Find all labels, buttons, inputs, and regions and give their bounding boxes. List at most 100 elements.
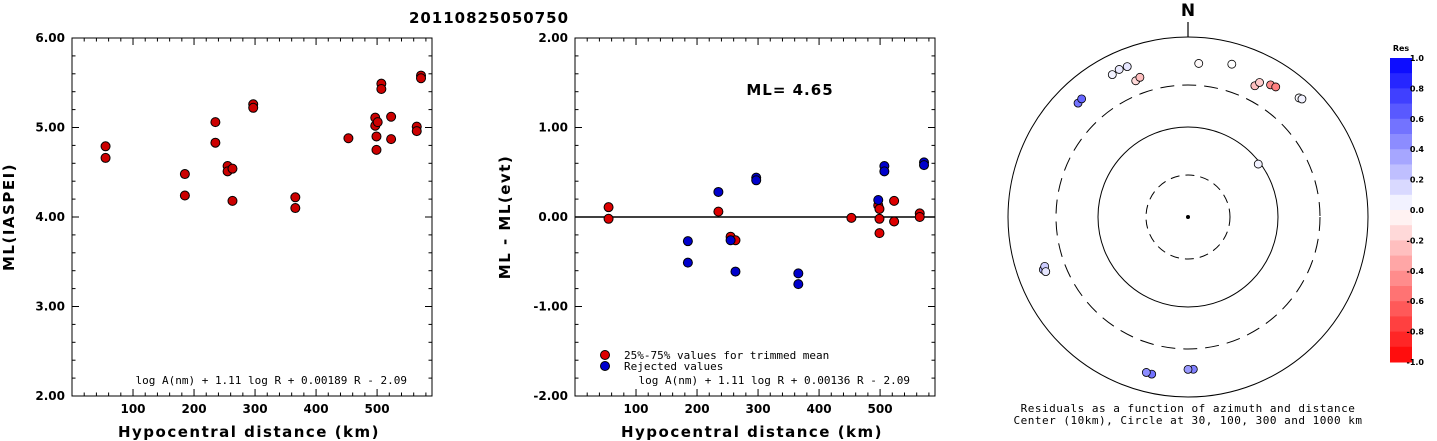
data-point [793, 268, 804, 279]
data-point [371, 131, 382, 142]
x-tick-label: 200 [182, 402, 207, 416]
plot2-ticks: 100 200 300 400 500 -2.00 -1.00 0.00 1.00 2.00 [533, 31, 935, 416]
data-point [290, 203, 301, 214]
colorbar-label: 0.2 [1410, 176, 1424, 185]
figure-title: 20110825050750 [409, 9, 569, 27]
plot2-xlabel: Hypocentral distance (km) [621, 423, 883, 441]
station-point [1114, 65, 1124, 74]
data-point [227, 195, 238, 206]
colorbar-label: 0.6 [1410, 115, 1425, 124]
data-point [248, 102, 259, 113]
y-tick-label: 0.00 [538, 210, 568, 224]
colorbar-label: 1.0 [1410, 54, 1425, 63]
x-tick-label: 300 [243, 402, 268, 416]
ring-300km [1055, 84, 1321, 350]
colorbar-cell [1390, 270, 1412, 287]
colorbar-cell [1390, 149, 1412, 165]
colorbar-cell [1390, 286, 1412, 302]
data-point [411, 126, 422, 137]
x-tick-label: 200 [685, 402, 710, 416]
colorbar-label: 0.4 [1410, 145, 1425, 154]
data-point [889, 195, 900, 206]
data-point [386, 134, 397, 145]
data-point [210, 137, 221, 148]
data-point [874, 228, 885, 239]
data-point [873, 194, 884, 205]
colorbar-label: 0.8 [1410, 84, 1425, 93]
plot2-ml-annotation: ML= 4.65 [746, 81, 833, 99]
y-tick-label: 4.00 [35, 210, 65, 224]
station-point [1297, 94, 1307, 104]
residual-colorbar: Res 1.0 0.8 0.6 0.4 0.2 0.0 -0.2 -0.4 -0.6 -0.8 -1… [1390, 44, 1424, 367]
data-point [603, 202, 614, 213]
y-tick-label: 3.00 [35, 300, 65, 314]
plot1-formula: log A(nm) + 1.11 log R + 0.00189 R - 2.0… [135, 374, 407, 387]
ring-1000km [1007, 36, 1369, 398]
plot1-ylabel: ML(IASPEI) [0, 163, 18, 271]
plot2-ylabel: ML - ML(evt) [496, 155, 514, 279]
station-point [1041, 267, 1051, 277]
station-point [1135, 72, 1145, 82]
legend-rejected-marker [600, 361, 610, 371]
ring-100km [1097, 126, 1279, 308]
plot1-points [100, 70, 427, 214]
plot2-legend: 25%-75% values for trimmed mean Rejected… [600, 349, 829, 373]
colorbar-cell [1390, 316, 1412, 333]
data-point [751, 175, 762, 186]
azimuth-residual-plot: N Residuals as a function of azimuth and… [1007, 1, 1369, 427]
plot1-xlabel: Hypocentral distance (km) [118, 423, 380, 441]
y-tick-label: -2.00 [533, 389, 568, 403]
polar-points [1038, 59, 1307, 379]
data-point [889, 216, 900, 227]
polar-caption-line1: Residuals as a function of azimuth and d… [1021, 402, 1356, 415]
ring-30km [1145, 174, 1231, 260]
data-point [100, 152, 111, 163]
station-point [1122, 62, 1132, 72]
colorbar-label: -0.2 [1407, 236, 1425, 245]
colorbar-cell [1390, 346, 1412, 363]
x-tick-label: 400 [807, 402, 832, 416]
data-point [725, 235, 736, 246]
colorbar-cell [1390, 118, 1412, 135]
colorbar-labels: 1.0 0.8 0.6 0.4 0.2 0.0 -0.2 -0.4 -0.6 -0.8 -1.0 [1407, 54, 1425, 367]
data-point [210, 117, 221, 128]
data-point [376, 84, 387, 95]
data-point [713, 206, 724, 217]
colorbar-cell [1390, 255, 1412, 272]
colorbar-label: -1.0 [1407, 358, 1425, 367]
plot1-ticks: 100 200 300 400 500 2.00 3.00 4.00 5.00 6.00 [35, 31, 432, 416]
data-point [416, 73, 427, 84]
data-point [730, 266, 741, 277]
colorbar-cell [1390, 240, 1412, 257]
data-point [100, 141, 111, 152]
station-point [1107, 70, 1117, 80]
colorbar-cell [1390, 301, 1412, 317]
data-point [372, 117, 383, 128]
ml-residual-chart: 100 200 300 400 500 -2.00 -1.00 0.00 1.00 2.00 ML… [496, 31, 936, 441]
legend-rejected-label: Rejected values [624, 360, 723, 373]
north-label: N [1181, 1, 1195, 21]
ml-iaspei-chart: 100 200 300 400 500 2.00 3.00 4.00 5.00 6.00 ML(I… [0, 31, 433, 441]
colorbar-cell [1390, 179, 1412, 196]
colorbar-label: 0.0 [1410, 206, 1425, 215]
station-point [1271, 82, 1281, 92]
x-tick-label: 500 [868, 402, 893, 416]
data-point [713, 186, 724, 197]
polar-caption-line2: Center (10km), Circle at 30, 100, 300 an… [1013, 414, 1362, 427]
y-tick-label: 2.00 [35, 389, 65, 403]
legend-trimmed-label: 25%-75% values for trimmed mean [624, 349, 829, 362]
station-point [1183, 364, 1193, 374]
center-dot [1186, 215, 1190, 219]
colorbar-label: -0.8 [1407, 328, 1425, 337]
station-point [1141, 368, 1151, 377]
colorbar-cell [1390, 88, 1412, 105]
colorbar-cell [1390, 225, 1412, 241]
colorbar-cell [1390, 331, 1412, 348]
station-point [1194, 59, 1204, 68]
station-point [1227, 59, 1237, 69]
data-point [914, 212, 925, 222]
x-tick-label: 100 [120, 402, 145, 416]
data-point [386, 111, 397, 122]
data-point [682, 257, 693, 268]
